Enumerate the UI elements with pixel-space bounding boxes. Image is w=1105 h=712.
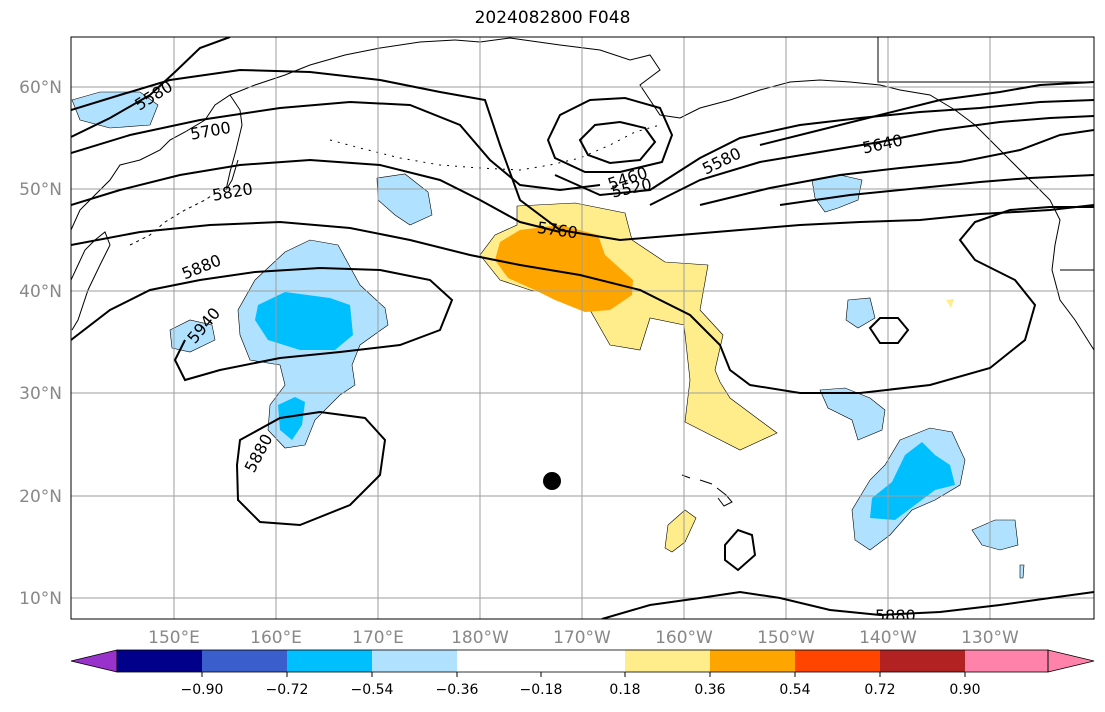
colorbar-segment (287, 650, 372, 672)
contour-small-high (868, 317, 910, 344)
colorbar-extend-high (1047, 649, 1095, 673)
coast-kurils (129, 189, 221, 246)
contour-5760 (71, 68, 1094, 242)
colorbar-segment (795, 650, 880, 672)
contour-5580-ne (554, 99, 1094, 197)
neg-anomaly-se-mid (870, 442, 955, 520)
contour-5700 (71, 100, 601, 192)
colorbar-tick-label: 0.54 (779, 682, 810, 698)
lon-tick-label: 130°W (961, 628, 1019, 648)
neg-anomaly-far-west (169, 319, 216, 353)
lon-tick-labels: 150°E 160°E 170°E 180°W 170°W 160°W 150°… (148, 628, 1019, 648)
colorbar-tick-label: −0.72 (266, 682, 309, 698)
colorbar-tick-label: −0.54 (351, 682, 394, 698)
colorbar-tick-label: −0.18 (520, 682, 563, 698)
neg-anomaly-mid-east (845, 297, 876, 329)
contour-small-south (724, 528, 757, 572)
colorbar-tick-label: 0.72 (864, 682, 895, 698)
contour-5760-ne (779, 174, 1094, 206)
contour-label: 5640 (861, 131, 905, 158)
lon-tick-label: 150°E (148, 628, 200, 648)
contour-label: 5820 (211, 179, 254, 205)
colorbar-segment (880, 650, 965, 672)
map-frame (70, 36, 1095, 620)
coast-kamchatka (225, 94, 243, 191)
lat-tick-label: 10°N (19, 589, 62, 609)
contour-5940 (71, 266, 454, 382)
location-marker (543, 472, 561, 490)
coast-hawaii (681, 474, 733, 507)
lon-tick-label: 160°E (250, 628, 302, 648)
contour-5520 (578, 120, 657, 165)
pos-anomaly-dot (946, 299, 954, 308)
colorbar-tick-label: −0.90 (181, 682, 224, 698)
lat-tick-label: 60°N (19, 78, 62, 98)
height-contours (71, 37, 1094, 619)
coast-aleutians (329, 124, 661, 171)
colorbar-segment (625, 650, 710, 672)
neg-anomaly-east (819, 387, 886, 441)
lon-tick-label: 180°W (451, 628, 509, 648)
colorbar-segment (710, 650, 795, 672)
anomaly-shading (71, 91, 1025, 579)
contour-5700-ne (699, 129, 1094, 206)
neg-anomaly-mid-west-2 (278, 397, 305, 440)
colorbar-segment (457, 650, 625, 672)
contour-5880-bottom (601, 590, 1094, 619)
colorbar-segment (372, 650, 457, 672)
neg-anomaly-mid-west (255, 292, 353, 350)
colorbar-tick-label: 0.90 (949, 682, 980, 698)
lon-tick-label: 170°W (553, 628, 611, 648)
colorbar-tick-label: 0.36 (694, 682, 725, 698)
lat-tick-label: 50°N (19, 180, 62, 200)
contour-5520-ne (759, 81, 1094, 146)
neg-anomaly-north (376, 173, 433, 226)
lon-tick-label: 170°E (352, 628, 404, 648)
colorbar-tick-label: −0.36 (436, 682, 479, 698)
coast-alaska (454, 37, 901, 119)
lat-tick-label: 40°N (19, 282, 62, 302)
neg-anomaly-ne (811, 174, 863, 213)
colorbar-frame (116, 649, 1049, 673)
colorbar-segment (965, 650, 1048, 672)
coast-northamerica (899, 89, 1094, 351)
contour-5820 (71, 158, 561, 233)
gridlines (71, 37, 1094, 619)
lat-tick-label: 30°N (19, 384, 62, 404)
colorbar-tick-label: 0.18 (609, 682, 640, 698)
map-canvas: 5580 5700 5820 5880 5940 5880 5760 5460 … (71, 37, 1094, 625)
map-title: 2024082800 F048 (474, 8, 631, 28)
colorbar: −0.90 −0.72 −0.54 −0.36 −0.18 0.18 0.36 … (70, 649, 1095, 698)
border-canada (877, 37, 1094, 83)
lat-tick-labels: 60°N 50°N 40°N 30°N 20°N 10°N (19, 78, 62, 609)
lon-tick-label: 150°W (757, 628, 815, 648)
contour-5460 (546, 96, 674, 173)
lat-tick-label: 20°N (19, 487, 62, 507)
neg-anomaly-tiny (1019, 564, 1025, 579)
colorbar-ticks (201, 672, 966, 677)
contour-5880-upper (71, 206, 1094, 394)
pos-anomaly-small-south (664, 509, 697, 553)
pos-anomaly-mid (495, 225, 633, 312)
neg-anomaly-far-se (971, 519, 1019, 551)
colorbar-segment (117, 650, 202, 672)
contour-5880-south (235, 410, 387, 527)
lon-tick-label: 140°W (859, 628, 917, 648)
contour-5580-nw (71, 37, 231, 138)
contour-5640-ne (649, 115, 1094, 206)
colorbar-segment (202, 650, 287, 672)
colorbar-extend-low (70, 649, 118, 673)
contour-label: 5880 (875, 606, 916, 625)
lon-tick-label: 160°W (655, 628, 713, 648)
neg-anomaly-nw (71, 91, 159, 129)
